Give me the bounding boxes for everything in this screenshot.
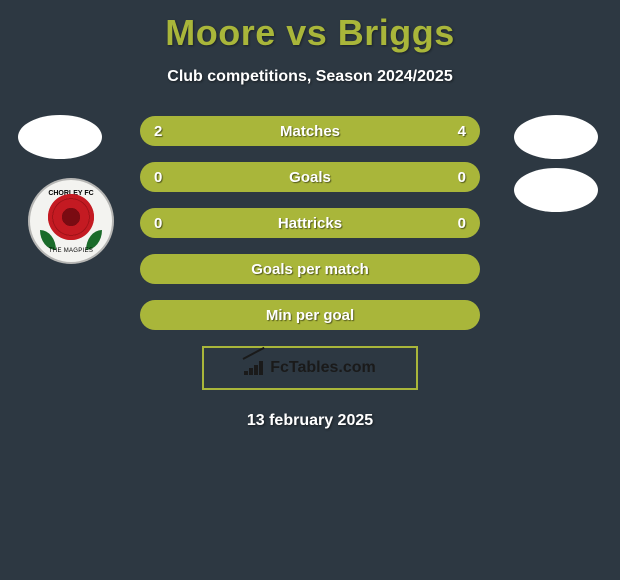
stat-row: 00Goals <box>140 162 480 192</box>
stat-row: 00Hattricks <box>140 208 480 238</box>
page-title: Moore vs Briggs <box>0 0 620 54</box>
stat-row: 24Matches <box>140 116 480 146</box>
date-line: 13 february 2025 <box>0 412 620 430</box>
player-left-avatar <box>18 115 102 159</box>
stat-label: Min per goal <box>140 300 480 330</box>
player-right-club-icon <box>514 168 598 212</box>
player-right-avatar <box>514 115 598 159</box>
brand-chart-icon <box>244 361 264 375</box>
leaves-icon <box>40 230 102 250</box>
brand-text: FcTables.com <box>270 359 376 377</box>
brand-label: FcTables.com <box>244 359 376 377</box>
stat-row: Min per goal <box>140 300 480 330</box>
brand-box: FcTables.com <box>202 346 418 390</box>
player-left-club-badge: CHORLEY FC THE MAGPIES <box>28 178 114 264</box>
stat-label: Hattricks <box>140 208 480 238</box>
stat-label: Goals per match <box>140 254 480 284</box>
stat-label: Goals <box>140 162 480 192</box>
stat-row: Goals per match <box>140 254 480 284</box>
stat-bars: 24Matches 00Goals 00Hattricks Goals per mat… <box>140 116 480 330</box>
club-badge-bottom-text: THE MAGPIES <box>40 248 102 254</box>
subtitle: Club competitions, Season 2024/2025 <box>0 68 620 86</box>
stat-label: Matches <box>140 116 480 146</box>
